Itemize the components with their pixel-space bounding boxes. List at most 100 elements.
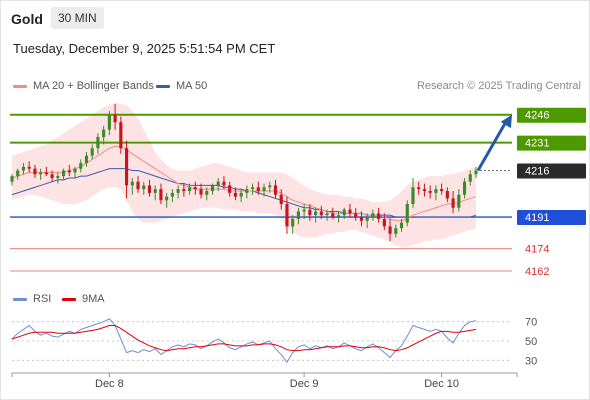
candle-body [107,114,111,130]
candle-body [348,209,352,214]
candle-body [245,189,249,193]
candle-body [440,189,444,191]
candle-body [359,217,364,221]
x-label-0: Dec 8 [95,378,124,390]
candle-body [39,172,43,175]
ma20-line [11,145,477,222]
candle-body [285,204,289,227]
candle-body [159,189,163,201]
candle-body [239,192,243,197]
legend-rsi-ma: 9MA [62,293,105,305]
legend-rsi: RSI [13,293,51,305]
legend-ma20: MA 20 + Bollinger Bands [13,80,154,92]
candle-body [262,187,266,191]
candle-body [296,211,300,219]
candle-body [210,185,215,191]
candle-body [199,189,203,195]
candle-body [382,218,386,227]
candle-body [319,211,323,216]
candle-body [136,181,140,190]
candle-body [256,187,260,191]
candle-body [33,168,37,175]
ma20-label: MA 20 + Bollinger Bands [33,80,154,92]
candle-body [474,170,478,175]
candle-body [61,170,66,177]
rsi-swatch [13,297,27,301]
candle-body [388,226,392,234]
candle-body [422,189,427,191]
candle-body [193,187,197,190]
candle-body [302,209,306,212]
research-credit: Research © 2025 Trading Central [416,80,581,92]
rsi-tick-30: 30 [525,355,537,367]
ma50-line [11,168,477,218]
candle-body [405,204,409,223]
level-label-pivot: 4191 [525,212,549,224]
candle-body [233,192,237,197]
candle-body [147,185,152,193]
candle-body [371,213,375,218]
rsi-tick-70: 70 [525,317,537,329]
candle-body [176,189,180,193]
candle-body [165,196,169,201]
candle-body [27,166,31,169]
level-label-support-1: 4174 [525,244,549,256]
candle-body [394,228,398,234]
candle-body [130,181,134,186]
candle-body [462,181,467,195]
level-badge-current [517,163,586,179]
level-label-resistance-1: 4231 [525,138,549,150]
level-label-current: 4216 [525,166,549,178]
candle-body [188,187,192,191]
forecast-arrow-head [500,114,512,129]
candle-body [365,217,369,221]
candle-body [428,191,432,193]
candle-body [411,187,415,205]
candle-body [273,185,278,195]
candle-body [251,187,255,190]
candle-body [84,155,89,164]
candle-body [96,137,100,149]
candle-body [268,185,272,188]
candle-body [142,185,146,190]
candle-body [182,189,186,191]
forecast-arrow-shaft [476,120,508,172]
candle-body [279,194,283,205]
rsi-series-rsi [11,318,477,364]
candle-body [434,189,438,193]
candle-body [124,148,129,186]
candle-body [73,168,77,173]
rsi-tick-50: 50 [525,336,537,348]
candle-body [153,189,157,193]
x-label-2: Dec 10 [424,378,459,390]
candle-body [205,191,209,195]
candle-body [21,166,26,171]
candle-body [308,209,312,216]
candle-body [90,148,94,156]
legend-ma50: MA 50 [156,80,207,92]
candle-body [354,213,358,218]
candle-body [342,209,346,216]
chart-header: Gold 30 MIN [0,6,590,32]
candle-body [67,170,71,173]
candle-body [445,191,449,199]
level-badge-resistance-2 [517,107,586,123]
rsi-series-9ma [11,325,477,352]
level-label-support-2: 4162 [525,266,549,278]
candle-body [16,170,20,177]
candle-body [451,198,455,208]
ma20-swatch [13,84,27,88]
candle-body [331,213,335,218]
candle-body [325,213,329,216]
level-badge-pivot [517,210,586,226]
rsi-label: RSI [33,293,52,305]
ma50-swatch [156,84,170,88]
timeframe-badge[interactable]: 30 MIN [51,7,104,29]
level-label-resistance-2: 4246 [525,110,549,122]
candle-body [457,194,461,208]
candle-body [336,215,341,218]
candle-body [228,185,232,193]
x-label-1: Dec 9 [290,378,319,390]
candle-body [468,174,472,182]
candle-body [399,222,404,229]
